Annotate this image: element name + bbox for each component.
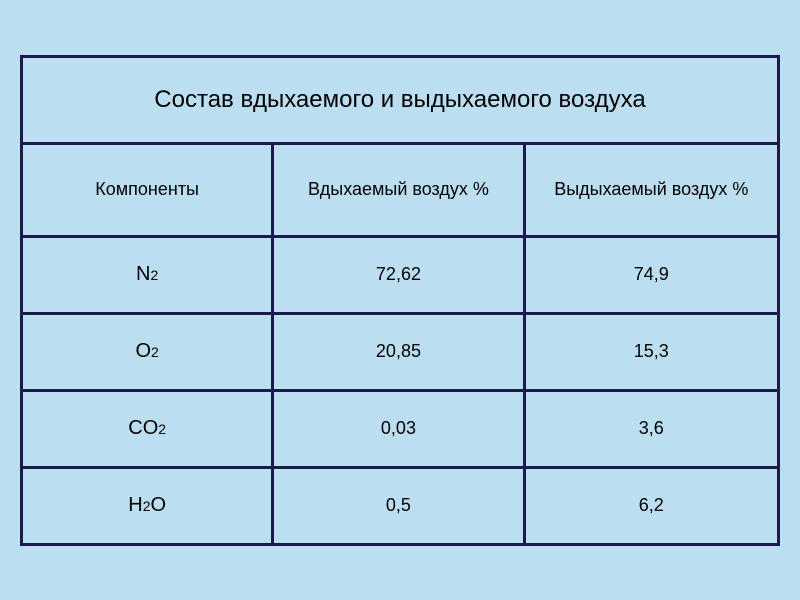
exhaled-value: 3,6	[526, 392, 777, 466]
table-title: Состав вдыхаемого и выдыхаемого воздуха	[23, 58, 777, 145]
component-label: H2O	[23, 469, 274, 543]
header-inhaled: Вдыхаемый воздух %	[274, 145, 525, 235]
exhaled-value: 15,3	[526, 315, 777, 389]
header-components: Компоненты	[23, 145, 274, 235]
component-symbol: O	[135, 340, 151, 363]
table-header-row: Компоненты Вдыхаемый воздух % Выдыхаемый…	[23, 145, 777, 238]
component-suffix: O	[150, 494, 166, 517]
table-row: H2O 0,5 6,2	[23, 469, 777, 543]
table-row: N2 72,62 74,9	[23, 238, 777, 315]
component-subscript: 2	[151, 344, 159, 360]
inhaled-value: 20,85	[274, 315, 525, 389]
table-row: O2 20,85 15,3	[23, 315, 777, 392]
inhaled-value: 0,03	[274, 392, 525, 466]
component-subscript: 2	[158, 421, 166, 437]
component-symbol: H	[128, 494, 142, 517]
header-exhaled: Выдыхаемый воздух %	[526, 145, 777, 235]
inhaled-value: 0,5	[274, 469, 525, 543]
component-subscript: 2	[150, 267, 158, 283]
component-label: N2	[23, 238, 274, 312]
component-subscript: 2	[143, 498, 151, 514]
exhaled-value: 6,2	[526, 469, 777, 543]
table-row: CO2 0,03 3,6	[23, 392, 777, 469]
inhaled-value: 72,62	[274, 238, 525, 312]
component-label: CO2	[23, 392, 274, 466]
exhaled-value: 74,9	[526, 238, 777, 312]
component-symbol: N	[136, 263, 150, 286]
component-label: O2	[23, 315, 274, 389]
component-symbol: CO	[128, 417, 158, 440]
air-composition-table: Состав вдыхаемого и выдыхаемого воздуха …	[20, 55, 780, 546]
